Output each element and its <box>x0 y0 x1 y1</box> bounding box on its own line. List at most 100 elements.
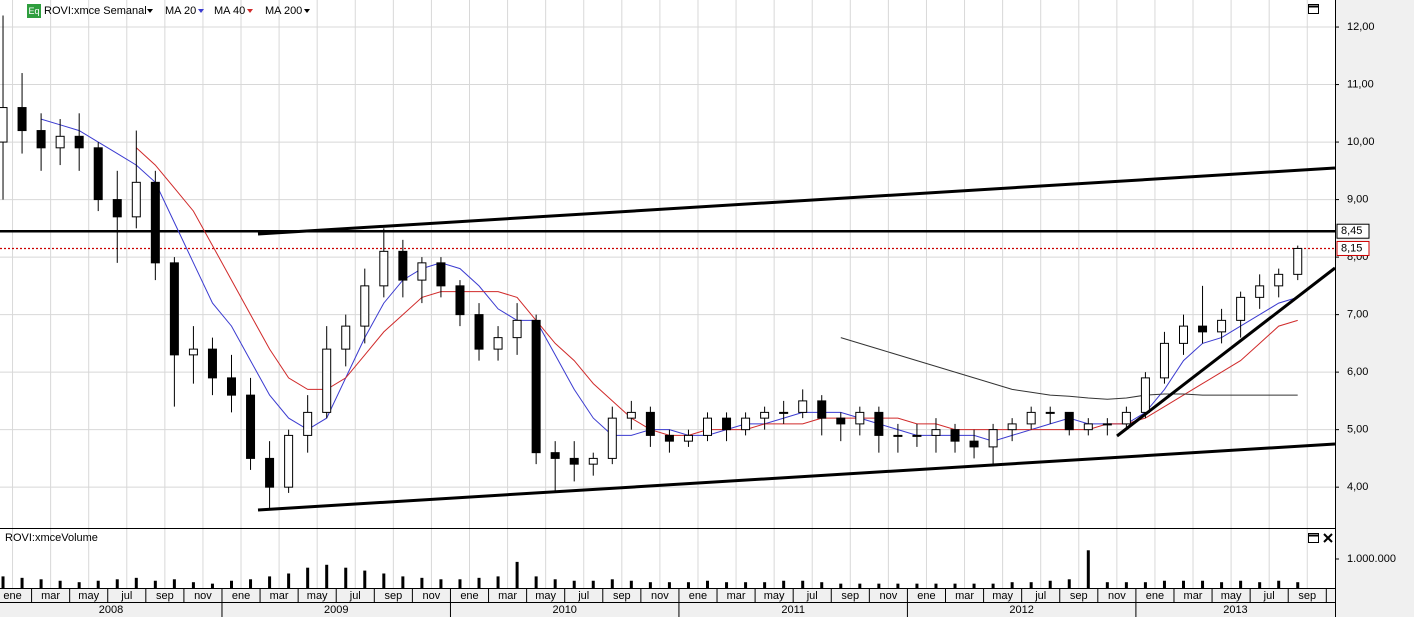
volume-bar <box>210 583 214 588</box>
volume-bar <box>230 580 233 588</box>
close-button[interactable] <box>1323 533 1333 543</box>
candle-body <box>1102 423 1112 426</box>
volume-bar <box>553 579 557 588</box>
volume-bar <box>268 576 272 588</box>
volume-bar <box>572 580 576 588</box>
x-tick-label: may <box>535 590 556 602</box>
candle-body <box>322 348 332 413</box>
candle-body <box>17 107 27 132</box>
candle-body <box>246 394 256 459</box>
x-tick-label: sep <box>1070 590 1088 602</box>
x-tick-label: may <box>1221 590 1242 602</box>
candle-body <box>741 417 751 431</box>
volume-bar <box>439 579 443 588</box>
x-tick-label: ene <box>3 590 21 602</box>
x-tick-label: ene <box>1146 590 1164 602</box>
candle-body <box>36 130 46 149</box>
candle-body <box>379 250 389 287</box>
volume-bar <box>172 579 176 588</box>
volume-bar <box>1105 582 1109 588</box>
dropdown-arrow[interactable] <box>247 9 253 13</box>
candle-body <box>988 429 998 448</box>
badge <box>27 4 41 18</box>
candle-body <box>1255 285 1265 298</box>
candle-body <box>912 434 922 437</box>
y-tick-label: 11,00 <box>1347 78 1374 90</box>
price-marker-label: 8,45 <box>1341 225 1362 237</box>
volume-bar <box>1258 582 1262 588</box>
volume-bar <box>1277 580 1281 588</box>
x-tick-label: sep <box>1298 590 1316 602</box>
year-label: 2008 <box>99 604 123 616</box>
x-tick-label: jul <box>577 590 589 602</box>
maximize-button[interactable] <box>1308 533 1319 543</box>
x-tick-label: mar <box>727 590 746 602</box>
volume-title: ROVI:xmceVolume <box>5 532 98 544</box>
candle-body <box>169 262 179 356</box>
candle-body <box>874 411 884 436</box>
y-tick-label: 5,00 <box>1347 424 1368 436</box>
x-tick-label: sep <box>841 590 859 602</box>
volume-bar <box>648 582 652 588</box>
y-tick-label: 1.000.000 <box>1347 553 1396 565</box>
volume-bar <box>287 573 291 588</box>
legend-title[interactable]: ROVI:xmce Semanal <box>44 5 147 17</box>
price-marker-box <box>1336 223 1370 239</box>
volume-bar <box>1162 580 1166 588</box>
maximize-button[interactable] <box>1308 4 1319 14</box>
volume-bar <box>382 573 386 588</box>
y-tick-label: 9,00 <box>1347 193 1368 205</box>
legend-entry[interactable]: MA 40 <box>214 5 245 17</box>
candle-body <box>893 434 903 437</box>
dropdown-arrow[interactable] <box>198 9 204 13</box>
dropdown-arrow[interactable] <box>304 9 310 13</box>
candle-body <box>969 440 979 448</box>
volume-bar <box>534 576 538 588</box>
year-label: 2010 <box>552 604 576 616</box>
candle-body <box>436 262 446 287</box>
volume-bar <box>458 579 462 588</box>
candle-body <box>722 417 732 431</box>
volume-bar <box>991 583 995 588</box>
x-tick-label: nov <box>880 590 898 602</box>
candle-body <box>131 181 141 218</box>
price-marker-box <box>1336 240 1370 256</box>
x-tick-label: nov <box>651 590 669 602</box>
candle-body <box>931 429 941 436</box>
legend-entry[interactable]: MA 20 <box>165 5 196 17</box>
candle-body <box>1026 411 1036 425</box>
candle-body <box>760 411 770 419</box>
x-tick-label: ene <box>917 590 935 602</box>
volume-bar <box>972 583 976 588</box>
candle-body <box>1121 411 1131 425</box>
candle-body <box>798 400 808 413</box>
candle-body <box>683 434 693 442</box>
volume-bar <box>953 583 957 588</box>
volume-bar <box>820 582 824 588</box>
candle-body <box>626 411 636 419</box>
volume-bar <box>1239 580 1243 588</box>
volume-bar <box>1067 579 1071 588</box>
volume-bar <box>1296 582 1300 588</box>
volume-bar <box>858 583 862 588</box>
volume-bar <box>363 570 367 588</box>
candle-body <box>664 434 674 442</box>
volume-bar <box>629 580 633 588</box>
y-tick-label: 12,00 <box>1347 21 1375 33</box>
candle-body <box>284 434 294 488</box>
volume-bar <box>496 576 500 588</box>
candle-body <box>779 411 789 414</box>
volume-bar <box>77 582 81 588</box>
candle-body <box>569 457 579 465</box>
dropdown-arrow[interactable] <box>147 9 153 13</box>
legend-entry[interactable]: MA 200 <box>265 5 302 17</box>
candle-body <box>817 400 827 419</box>
volume-bar <box>96 580 100 588</box>
ma-line <box>840 337 1298 400</box>
year-label: 2013 <box>1223 604 1247 616</box>
x-tick-label: sep <box>613 590 631 602</box>
volume-bar <box>782 580 786 588</box>
x-tick-label: mar <box>955 590 974 602</box>
